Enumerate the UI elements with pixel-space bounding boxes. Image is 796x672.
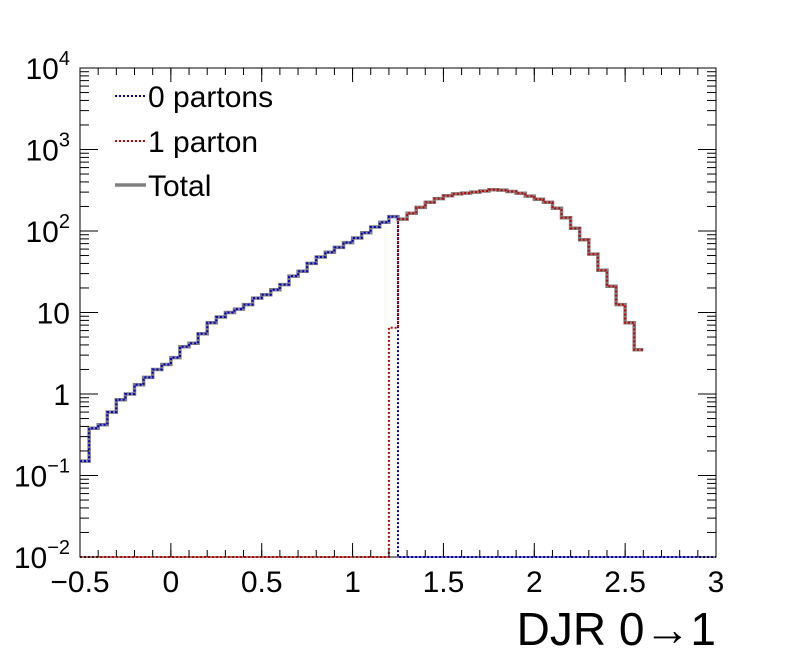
x-tick-label: 0 (163, 566, 180, 599)
y-tick-label: 10−2 (14, 537, 70, 575)
legend-label: Total (148, 170, 211, 203)
y-tick-label: 10 (37, 298, 70, 331)
y-tick-label: 104 (26, 48, 71, 86)
y-tick-label: 10−1 (14, 456, 70, 494)
ticks-layer: −0.5 0 0.5 1 1.5 2 2.5 3 10−2 10−1 1 10 102 103 104 (14, 48, 725, 599)
series-layer (80, 188, 716, 558)
x-tick-label: 1.5 (423, 566, 465, 599)
x-tick-label: 1 (344, 566, 361, 599)
legend-label: 1 parton (148, 126, 258, 159)
x-tick-label: 2.5 (604, 566, 646, 599)
legend-label: 0 partons (148, 81, 273, 114)
x-axis-label: DJR 0→1 (517, 603, 716, 655)
legend: 0 partons 1 parton Total (115, 81, 273, 203)
x-tick-label: −0.5 (50, 566, 109, 599)
x-tick-label: 3 (708, 566, 725, 599)
series-line-0-partons (80, 215, 716, 558)
y-tick-label: 103 (26, 130, 71, 168)
y-tick-label: 1 (53, 379, 70, 412)
y-tick-label: 102 (26, 211, 71, 249)
series-line-1-parton (80, 188, 644, 558)
x-tick-label: 2 (526, 566, 543, 599)
x-tick-label: 0.5 (241, 566, 283, 599)
series-line-total (80, 188, 644, 463)
